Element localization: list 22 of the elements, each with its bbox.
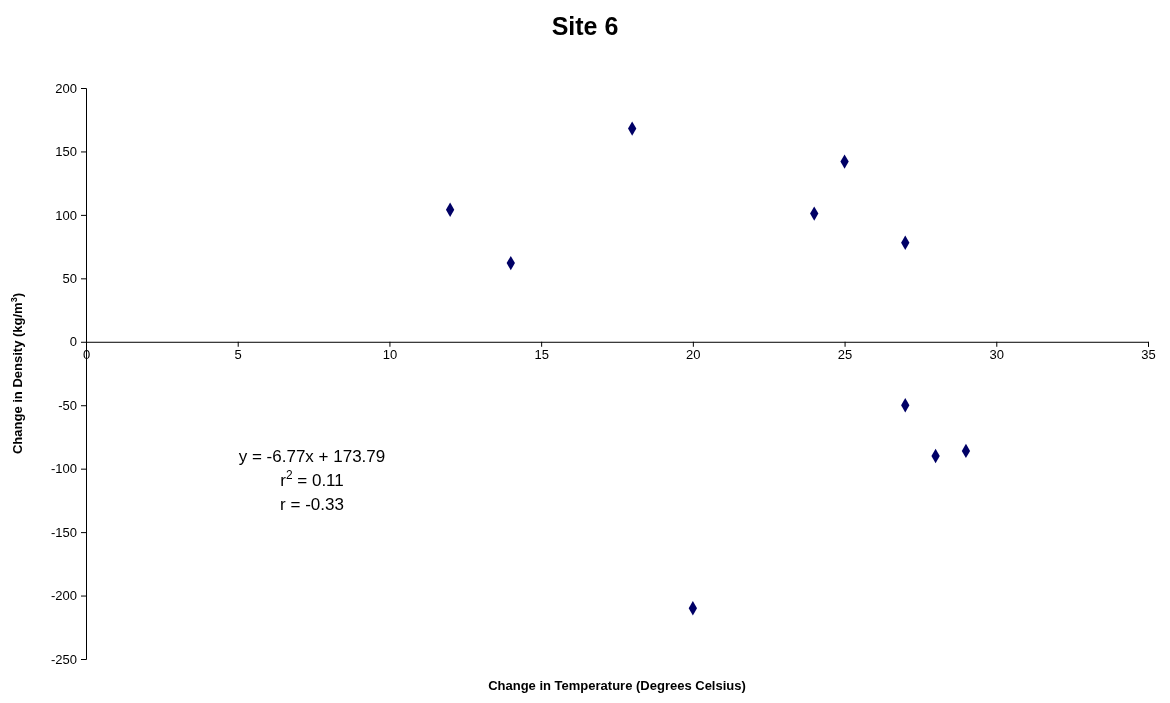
- y-tick-label: 150: [55, 144, 77, 160]
- chart-title: Site 6: [551, 12, 619, 40]
- annotation: r = -0.33: [280, 495, 344, 514]
- x-tick-label: 5: [234, 347, 242, 363]
- y-tick-label: -150: [50, 524, 77, 540]
- y-tick-label: 200: [55, 80, 77, 96]
- x-tick-label: 30: [989, 347, 1005, 363]
- x-tick-label: 10: [382, 347, 398, 363]
- y-tick-label: -200: [50, 588, 77, 604]
- y-tick-label: 100: [55, 207, 77, 223]
- annotation: r$^{2}$ = 0.11: [280, 468, 344, 490]
- y-tick-label: 50: [62, 270, 77, 286]
- y-tick-label: -50: [58, 397, 77, 413]
- y-tick-label: -100: [50, 461, 77, 477]
- x-tick-label: 35: [1141, 347, 1156, 363]
- annotation: y = -6.77x + 173.79: [238, 447, 386, 466]
- x-tick-label: 15: [534, 347, 549, 363]
- y-tick-label: -250: [50, 651, 77, 667]
- x-tick-label: 20: [686, 347, 701, 363]
- x-axis-title: Change in Temperature (Degrees Celsius): [488, 678, 746, 693]
- y-tick-label: 0: [69, 334, 77, 350]
- x-tick-label: 25: [837, 347, 853, 363]
